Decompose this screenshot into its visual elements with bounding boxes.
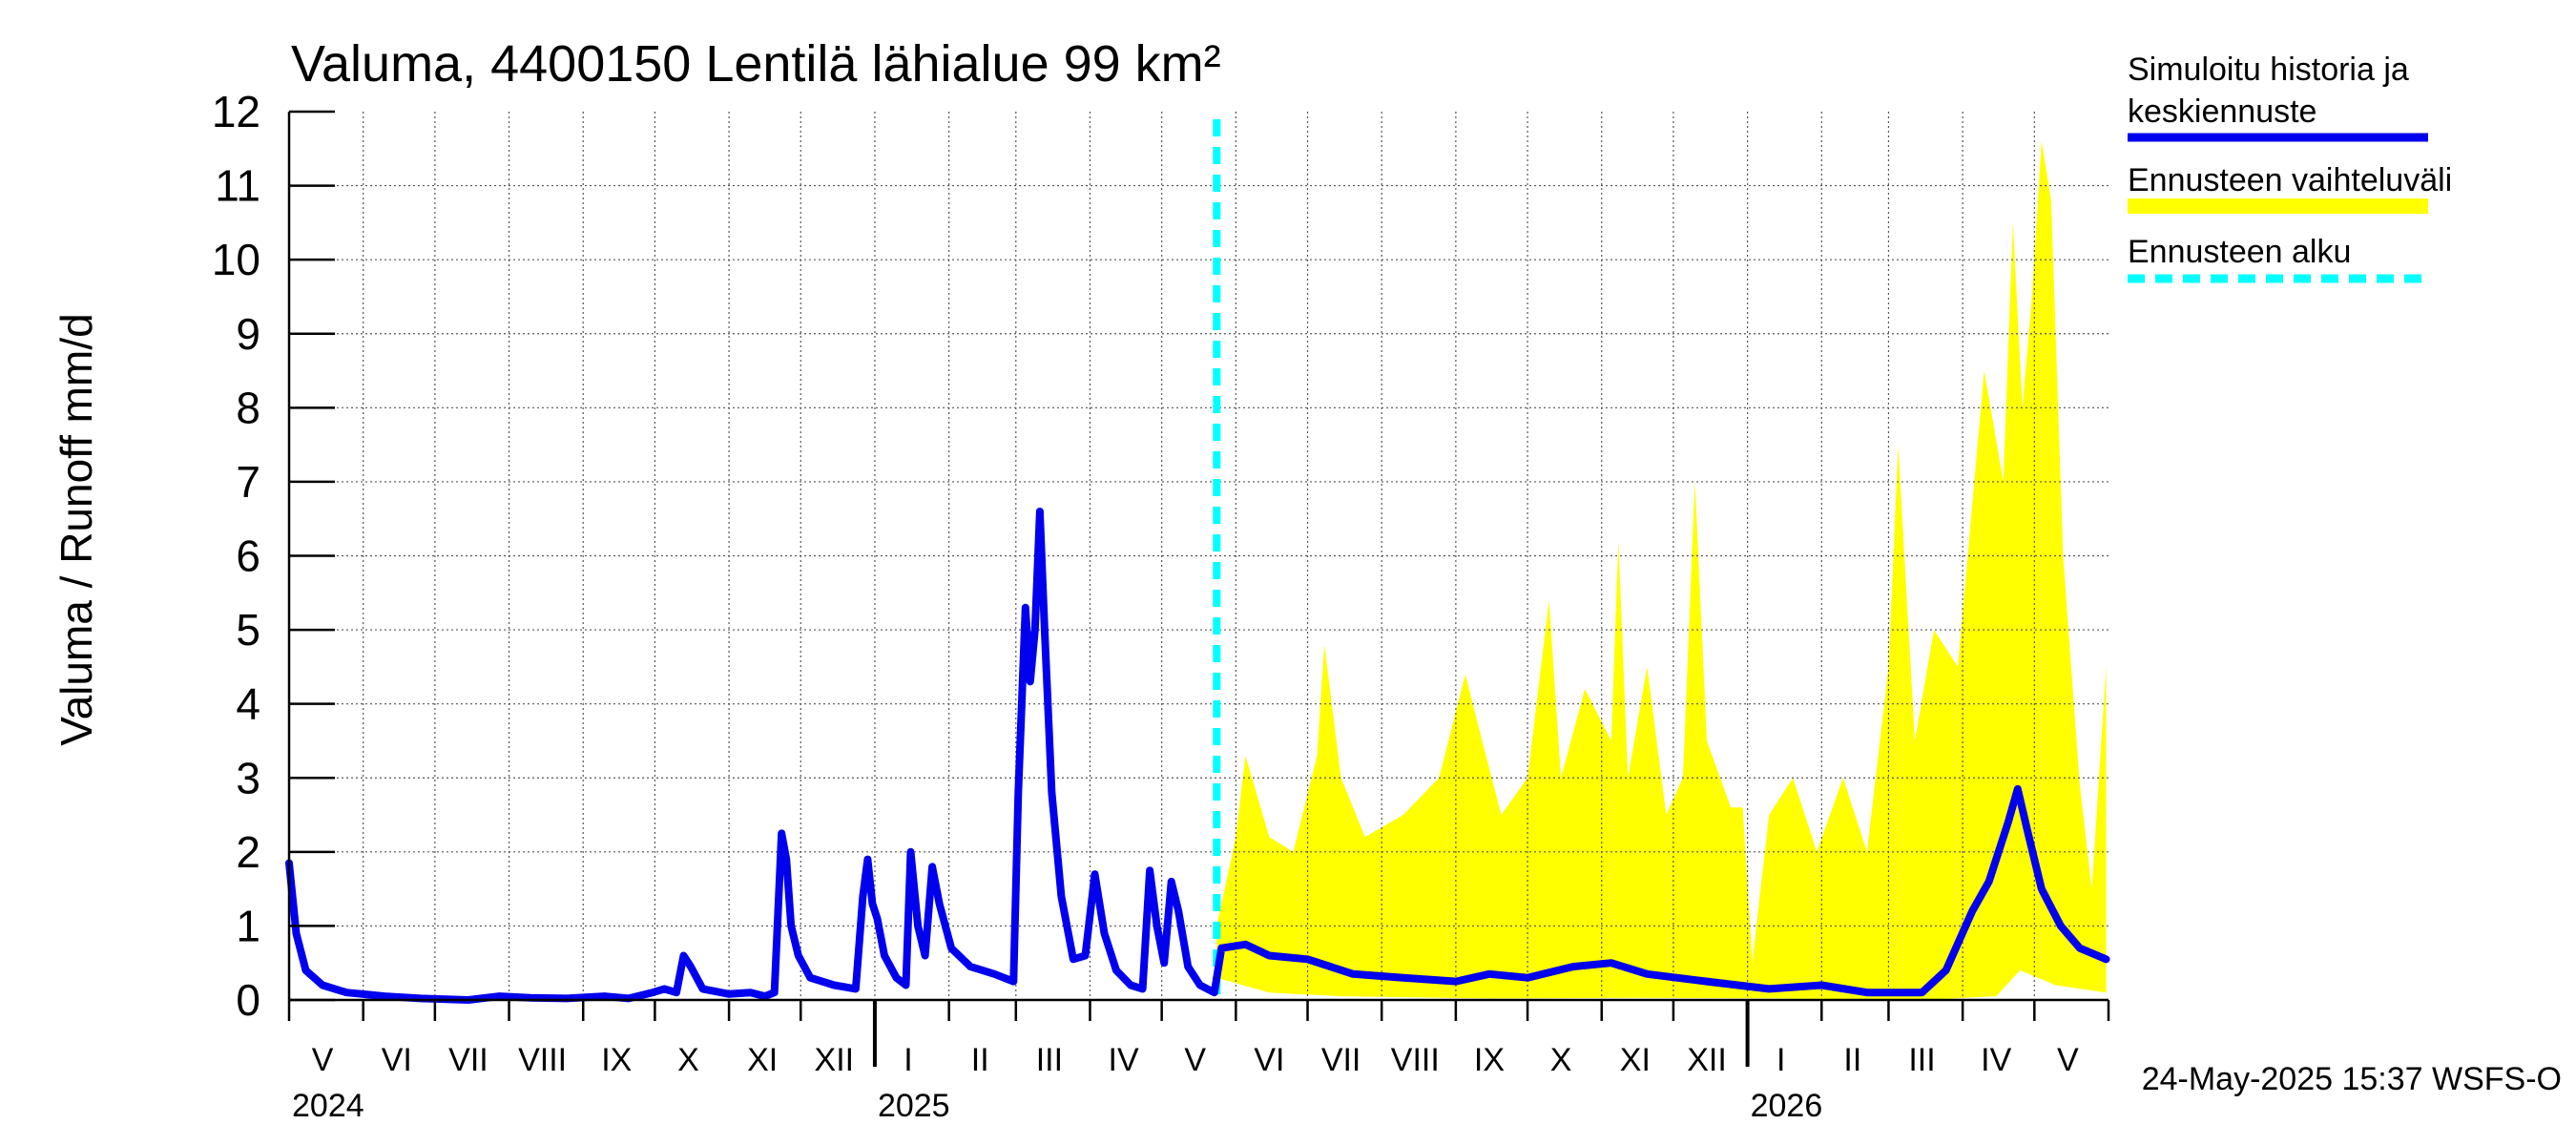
month-label: VII xyxy=(448,1042,488,1078)
y-tick-label: 0 xyxy=(236,975,260,1025)
y-tick-label: 4 xyxy=(236,679,260,729)
month-label: IV xyxy=(1109,1042,1139,1078)
month-label: IV xyxy=(1981,1042,2011,1078)
series-layer xyxy=(285,119,2110,1004)
legend-item-history-label-2: keskiennuste xyxy=(2128,94,2316,130)
month-label: VII xyxy=(1321,1042,1361,1078)
month-label: I xyxy=(1776,1042,1785,1078)
month-label: II xyxy=(1843,1042,1861,1078)
month-label: V xyxy=(2057,1042,2079,1078)
month-label: IX xyxy=(1474,1042,1505,1078)
y-tick-label: 9 xyxy=(236,309,260,359)
month-label: III xyxy=(1036,1042,1063,1078)
legend-item-range-label: Ennusteen vaihteluväli xyxy=(2128,162,2452,198)
month-label: V xyxy=(1184,1042,1206,1078)
y-tick-label: 5 xyxy=(236,605,260,655)
month-label: III xyxy=(1908,1042,1935,1078)
y-tick-label: 11 xyxy=(215,161,260,211)
month-label: I xyxy=(904,1042,912,1078)
month-label: V xyxy=(312,1042,334,1078)
y-tick-label: 12 xyxy=(212,87,260,136)
chart-title: Valuma, 4400150 Lentilä lähialue 99 km² xyxy=(291,35,1221,93)
year-label: 2025 xyxy=(878,1088,950,1124)
month-label: IX xyxy=(601,1042,632,1078)
y-tick-label: 2 xyxy=(236,827,260,877)
legend-item-forecast-start-label: Ennusteen alku xyxy=(2128,234,2351,270)
y-tick-label: 8 xyxy=(236,383,260,432)
month-label: VIII xyxy=(1391,1042,1440,1078)
month-label: XII xyxy=(1687,1042,1727,1078)
axis-layer xyxy=(287,110,2110,1067)
y-tick-label: 3 xyxy=(236,753,260,802)
month-label: XI xyxy=(1620,1042,1651,1078)
year-label: 2024 xyxy=(292,1088,364,1124)
month-label: X xyxy=(1550,1042,1572,1078)
simulated-runoff-line xyxy=(285,508,2110,1004)
month-label: XI xyxy=(747,1042,778,1078)
legend: Simuloitu historia ja keskiennuste Ennus… xyxy=(2128,52,2452,283)
y-tick-label: 10 xyxy=(212,235,260,284)
forecast-range-band xyxy=(1216,141,2107,1000)
forecast-range-band-layer xyxy=(1216,141,2107,1000)
y-tick-label: 7 xyxy=(236,457,260,507)
month-label: XII xyxy=(815,1042,855,1078)
year-label: 2026 xyxy=(1751,1088,1823,1124)
month-label: VI xyxy=(382,1042,412,1078)
month-label: VIII xyxy=(518,1042,567,1078)
y-tick-label: 6 xyxy=(236,531,260,581)
month-label: X xyxy=(677,1042,699,1078)
grid-layer xyxy=(289,112,2109,1000)
legend-item-history-label-1: Simuloitu historia ja xyxy=(2128,52,2409,88)
y-tick-label: 1 xyxy=(236,901,260,950)
month-label: VI xyxy=(1254,1042,1284,1078)
month-label: II xyxy=(971,1042,989,1078)
y-axis-label: Valuma / Runoff mm/d xyxy=(52,313,101,745)
footer-timestamp: 24-May-2025 15:37 WSFS-O xyxy=(2142,1061,2562,1097)
